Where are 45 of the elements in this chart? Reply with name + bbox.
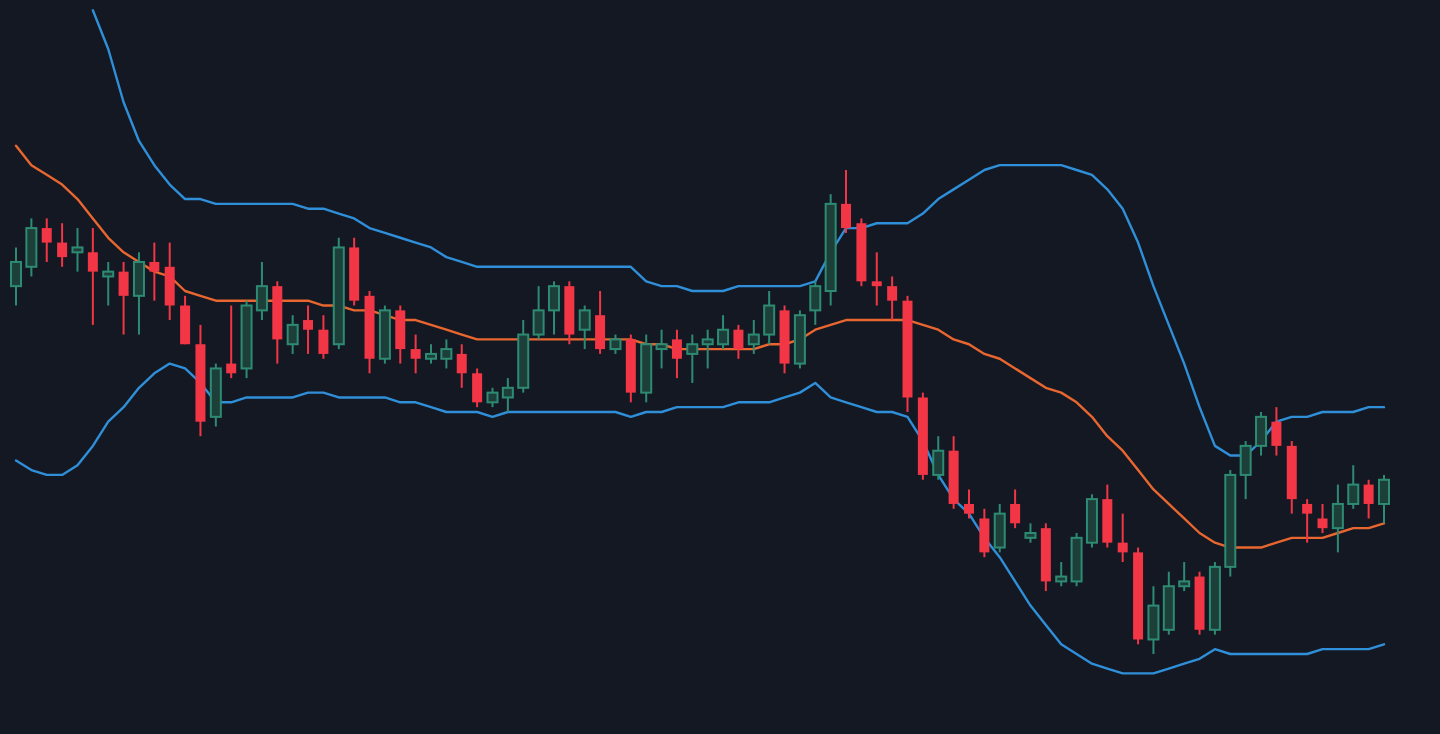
candlestick [655, 328, 668, 370]
candlestick [809, 280, 822, 326]
candlestick [733, 323, 744, 360]
candlestick [841, 169, 852, 234]
candlestick [132, 251, 145, 336]
candlestick [1055, 561, 1068, 588]
candlestick [1010, 488, 1021, 530]
candlestick [671, 328, 682, 380]
candlestick [472, 367, 483, 409]
candlestick [609, 333, 622, 355]
candlestick [1117, 512, 1128, 564]
candlestick [1102, 483, 1113, 549]
candlestick [887, 275, 898, 322]
candlestick [226, 304, 237, 380]
candlestick [963, 488, 974, 520]
candlestick [993, 502, 1006, 554]
candlestick [149, 241, 160, 302]
candlestick [318, 314, 329, 360]
candlestick [102, 260, 115, 307]
candlestick [71, 227, 84, 273]
candlestick [456, 343, 467, 389]
candlestick [1024, 522, 1037, 544]
candlestick [164, 241, 175, 322]
candlestick [303, 304, 314, 355]
candlestick [578, 304, 591, 351]
candlestick [57, 222, 68, 268]
candlestick [410, 333, 421, 375]
candlestick [1317, 502, 1328, 534]
candlestick [87, 227, 98, 326]
candlestick [871, 251, 882, 307]
candlestick [180, 294, 191, 346]
candlestick [1147, 585, 1160, 655]
candlestick [595, 290, 606, 355]
candlestick [979, 507, 990, 559]
candlestick [286, 314, 299, 355]
candlestick [1378, 473, 1390, 525]
candlestick [118, 260, 129, 336]
candlestick [686, 333, 699, 384]
candlestick [1363, 478, 1374, 520]
candlestick [395, 304, 406, 365]
candlestick [1302, 498, 1313, 544]
candlestick [1271, 406, 1282, 457]
candlestick [932, 435, 945, 481]
candlestick [486, 386, 499, 409]
candlestick [41, 217, 52, 263]
